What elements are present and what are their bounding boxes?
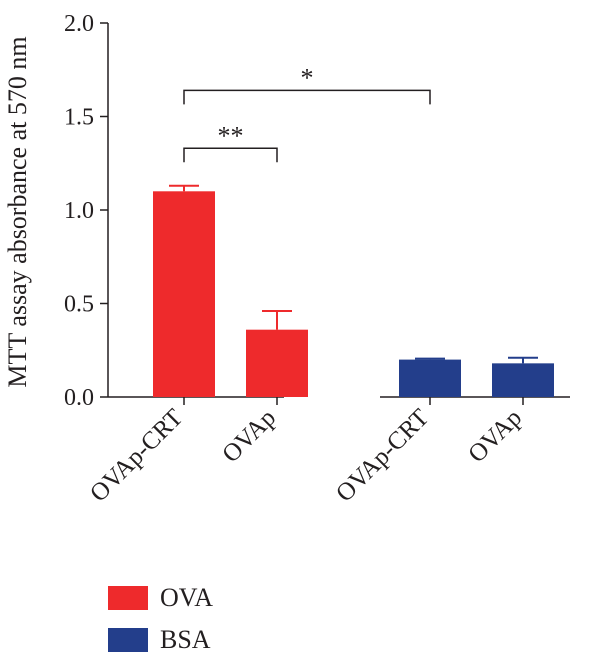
x-tick-label-0: OVAp-CRT — [85, 404, 188, 507]
legend-swatch-ova — [108, 586, 148, 610]
legend: OVA BSA — [108, 583, 213, 668]
legend-item-bsa: BSA — [108, 625, 213, 654]
x-tick-label-2: OVAp-CRT — [331, 404, 434, 507]
significance-label-1: * — [301, 63, 314, 92]
significance-label-0: ** — [218, 121, 244, 150]
bar-ova-1 — [246, 329, 308, 397]
y-tick-label-2: 1.0 — [64, 198, 94, 224]
bars — [153, 184, 554, 397]
y-tick-label-4: 2.0 — [64, 11, 94, 37]
legend-swatch-bsa — [108, 628, 148, 652]
chart: 0.00.51.01.52.0 OVAp-CRT OVAp OVAp-CRT OVAp… — [3, 11, 570, 507]
y-tick-label-1: 0.5 — [64, 292, 94, 318]
bar-bsa-2 — [399, 359, 461, 397]
x-tick-label-3: OVAp — [463, 404, 527, 468]
y-tick-label-3: 1.5 — [64, 105, 94, 131]
y-axis: 0.0 0.5 1.0 1.5 2.0 — [64, 11, 109, 411]
bar-bsa-3 — [492, 363, 554, 397]
bar-ova-0 — [153, 191, 215, 397]
x-axis: OVAp-CRT OVAp OVAp-CRT OVAp — [85, 396, 570, 507]
significance-annotations: *** — [183, 63, 431, 163]
legend-item-ova: OVA — [108, 583, 213, 612]
y-tick-label-0: 0.0 — [64, 385, 94, 411]
significance-bracket-1 — [183, 89, 431, 105]
significance-bracket-0 — [183, 147, 278, 163]
legend-label-ova: OVA — [160, 583, 213, 612]
x-tick-label-1: OVAp — [217, 404, 281, 468]
y-axis-label: MTT assay absorbance at 570 nm — [3, 36, 32, 387]
legend-label-bsa: BSA — [160, 625, 211, 654]
